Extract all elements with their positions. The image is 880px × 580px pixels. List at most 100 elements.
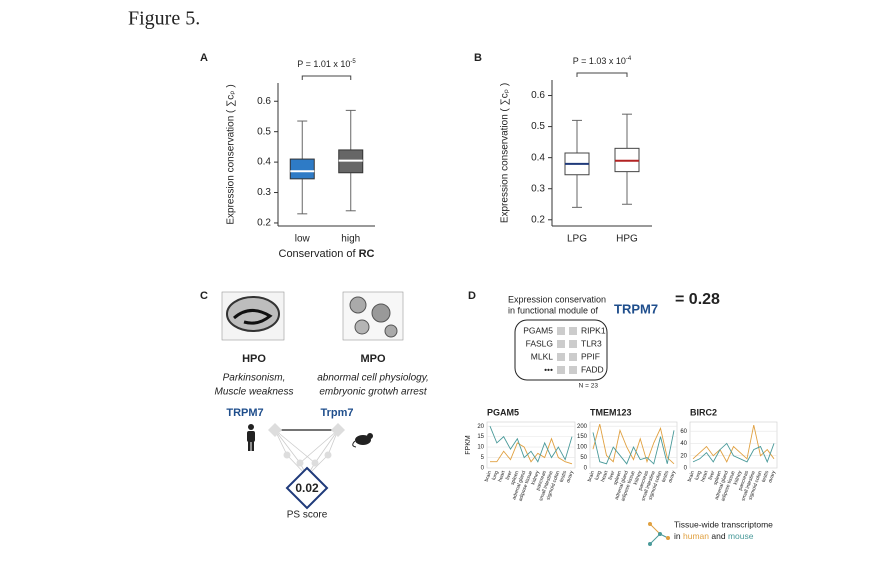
y-tick-label: 0.2 (531, 214, 545, 225)
y-tick-label: 20 (680, 453, 687, 459)
x-tick-label: brain (484, 470, 494, 483)
score-diamond (285, 466, 329, 510)
module-gene: RIPK1 (581, 325, 606, 335)
y-tick-label: 100 (577, 445, 588, 451)
gene-square (569, 327, 577, 335)
y-tick-label: 0.6 (257, 96, 271, 107)
x-tick-label: HPG (616, 234, 638, 245)
module-score: = 0.28 (675, 291, 720, 308)
brain-shape (226, 296, 280, 332)
legend-human: human (683, 531, 709, 541)
module-gene: MLKL (531, 351, 553, 361)
legend-text: in human and mouse (674, 531, 754, 541)
gene-square (557, 340, 565, 348)
series-line (692, 442, 775, 464)
x-tick-label: spleen (510, 470, 521, 486)
y-tick-label: 0.5 (257, 126, 271, 137)
module-gene: ••• (544, 364, 553, 374)
x-tick-label: high (341, 234, 360, 245)
gene-node (331, 423, 345, 437)
series-line (692, 424, 775, 463)
p-value: P = 1.03 x 10-4 (573, 56, 632, 67)
mpo-term: embryonic grotwh arrest (319, 387, 427, 398)
panel-label: D (468, 290, 476, 302)
y-tick-label: 10 (477, 445, 484, 451)
panel-d: D Expression conservation in functional … (468, 290, 773, 546)
human-icon (247, 424, 255, 451)
module-genes: PGAM5 FASLG MLKL ••• RIPK1 TLR3 PPIF FADD (523, 325, 606, 374)
x-axis-label-bold: RC (359, 248, 375, 260)
y-tick-label: 0.2 (257, 218, 271, 229)
p-value-text: P = 1.03 x 10 (573, 56, 626, 66)
gene-square (569, 340, 577, 348)
y-tick-label: 0.3 (257, 187, 271, 198)
panel-label: B (474, 52, 482, 64)
y-tick-label: 15 (477, 434, 484, 440)
y-tick-label: 0.3 (531, 183, 545, 194)
y-axis-label: Expression conservation ( ∑cₚ ) (500, 83, 511, 223)
x-tick-label: lung (594, 470, 603, 481)
x-tick-label: testis (761, 470, 771, 483)
p-value-exponent: -5 (350, 59, 356, 65)
y-axis-label: Expression conservation ( ∑cₚ ) (226, 84, 237, 224)
mouse-gene: Trpm7 (320, 407, 353, 419)
hpo-term: Parkinsonism, (223, 373, 286, 384)
significance-bracket (301, 75, 352, 80)
mpo-term: abnormal cell physiology, (317, 373, 429, 384)
module-gene: TRPM7 (614, 301, 658, 316)
x-tick-label: heart (497, 470, 507, 483)
chart-title: TMEM123 (590, 407, 632, 417)
gene-square (557, 327, 565, 335)
x-tick-label: brain (687, 470, 697, 483)
series-line (490, 437, 573, 465)
y-tick-label: 50 (580, 455, 587, 461)
y-tick-label: 0 (584, 466, 588, 472)
legend-title: Tissue-wide transcriptome (674, 519, 773, 529)
gene-square (557, 366, 565, 374)
brain-detail (233, 309, 273, 325)
x-tick-label: ovary (767, 470, 777, 484)
y-tick-label: 60 (680, 429, 687, 435)
p-value: P = 1.01 x 10-5 (297, 59, 356, 70)
module-gene: PPIF (581, 351, 600, 361)
x-tick-label: kidney (530, 470, 541, 486)
module-gene: FASLG (526, 338, 553, 348)
y-tick-label: 0 (481, 466, 485, 472)
x-tick-label: spleen (612, 470, 623, 486)
x-tick-label: testis (661, 470, 671, 483)
x-axis-label-text: Conservation of (279, 248, 357, 260)
x-tick-label: kidney (633, 470, 644, 486)
p-value-text: P = 1.01 x 10 (297, 59, 350, 69)
x-axis-label: Conservation of RC (279, 248, 375, 260)
header-line: in functional module of (508, 305, 599, 315)
tissue-blob (354, 319, 370, 335)
ps-score-label: PS score (287, 510, 328, 521)
mpo-title: MPO (360, 353, 386, 365)
x-tick-label: spleen (712, 470, 723, 486)
tissue-blob (371, 303, 391, 323)
chart-title: PGAM5 (487, 407, 519, 417)
plot-frame (486, 421, 576, 469)
network-nodes (283, 451, 332, 467)
series-line (592, 423, 675, 465)
panel-c: C HPO Parkinsonism, Muscle weakness MPO … (200, 290, 429, 521)
series-line (489, 426, 573, 463)
x-tick-label: liver (708, 470, 717, 481)
header-line: Expression conservation (508, 294, 606, 304)
y-tick-label: 20 (477, 424, 484, 430)
gene-node (268, 423, 282, 437)
x-tick-label: testis (559, 470, 569, 483)
legend-word: in (674, 531, 681, 541)
y-tick-label: 0.5 (531, 121, 545, 132)
x-tick-label: lung (491, 470, 500, 481)
y-tick-label: 150 (577, 434, 588, 440)
module-gene: TLR3 (581, 338, 602, 348)
y-tick-label: 40 (680, 441, 687, 447)
box (289, 158, 315, 180)
module-gene: FADD (581, 364, 604, 374)
x-tick-label: lung (694, 470, 703, 481)
mouse-icon (352, 433, 373, 448)
x-tick-label: kidney (733, 470, 744, 486)
legend-mouse: mouse (728, 531, 754, 541)
x-tick-label: heart (700, 470, 710, 483)
